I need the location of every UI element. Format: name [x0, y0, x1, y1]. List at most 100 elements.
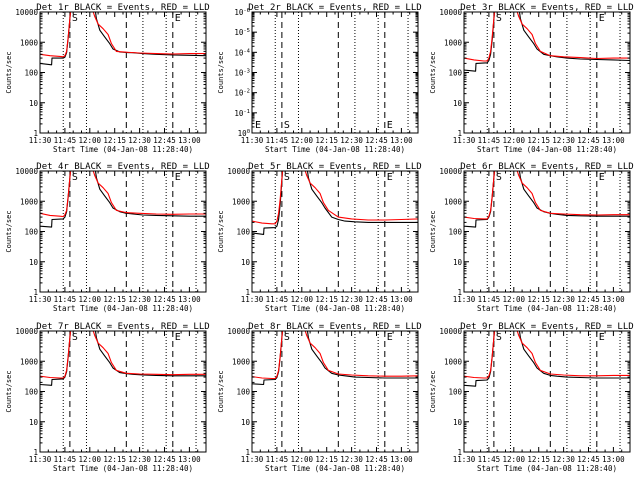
x-tick-label: 12:15	[315, 295, 338, 304]
x-tick-label: 11:45	[478, 455, 501, 464]
y-tick-label: 1	[245, 448, 250, 457]
y-tick-label: 1000	[20, 357, 39, 366]
marker-letter-s: S	[284, 120, 290, 131]
panel-title: Det 7r BLACK = Events, RED = LLD	[36, 322, 209, 332]
x-axis-label: Start Time (04-Jan-08 11:28:40)	[53, 464, 193, 473]
x-tick-label: 11:45	[478, 295, 501, 304]
x-tick-label: 11:30	[29, 455, 52, 464]
x-tick-label: 11:45	[54, 455, 77, 464]
x-tick-label: 12:15	[103, 295, 126, 304]
y-tick-label: 10	[29, 258, 39, 267]
x-tick-label: 12:15	[103, 136, 126, 145]
y-tick-label: 100	[236, 228, 250, 237]
x-tick-label: 12:15	[527, 455, 550, 464]
series-line-red	[464, 331, 630, 379]
x-tick-label: 11:30	[453, 295, 476, 304]
x-tick-label: 12:30	[128, 295, 151, 304]
y-tick-label: 10	[453, 418, 463, 427]
plot-frame	[463, 11, 631, 134]
y-tick-label: 1	[245, 288, 250, 297]
x-tick-label: 13:00	[602, 455, 625, 464]
series-line-red	[252, 331, 418, 380]
panel-title: Det 2r BLACK = Events, RED = LLD	[248, 3, 421, 13]
series-line-black	[252, 331, 418, 386]
marker-letter-s: S	[284, 332, 290, 343]
x-tick-label: 12:30	[340, 136, 363, 145]
x-tick-label: 12:30	[340, 295, 363, 304]
series-line-black	[40, 12, 206, 66]
x-tick-label: 12:00	[503, 295, 526, 304]
x-tick-label: 12:45	[365, 295, 388, 304]
y-axis-label: Counts/sec	[217, 210, 225, 252]
x-tick-label: 11:30	[453, 136, 476, 145]
x-tick-label: 13:00	[390, 295, 413, 304]
plot-frame	[39, 330, 207, 453]
series-line-black	[464, 12, 630, 72]
panel-title: Det 1r BLACK = Events, RED = LLD	[36, 3, 209, 13]
marker-letter-e: E	[175, 13, 181, 24]
marker-letter-e: E	[599, 172, 605, 183]
y-tick-label: 1000	[444, 197, 463, 206]
x-tick-label: 13:00	[390, 136, 413, 145]
panel-title: Det 9r BLACK = Events, RED = LLD	[460, 322, 633, 332]
y-tick-label: 10-4	[234, 48, 250, 57]
x-tick-label: 11:45	[266, 455, 289, 464]
y-tick-label: 1000	[444, 357, 463, 366]
marker-letter-s: S	[496, 13, 502, 24]
series-line-red	[464, 171, 630, 220]
x-tick-label: 13:00	[602, 295, 625, 304]
x-tick-label: 13:00	[178, 295, 201, 304]
marker-letter-e: E	[387, 120, 393, 131]
y-tick-label: 10000	[15, 8, 38, 17]
x-tick-label: 12:00	[291, 136, 314, 145]
x-tick-label: 11:30	[241, 295, 264, 304]
y-tick-label: 10-2	[234, 89, 250, 98]
marker-letter-e: E	[599, 13, 605, 24]
x-tick-label: 12:30	[340, 455, 363, 464]
y-tick-label: 10-1	[234, 109, 250, 118]
x-tick-label: 12:45	[577, 455, 600, 464]
plot-frame	[251, 330, 419, 453]
x-tick-label: 12:15	[315, 455, 338, 464]
series-line-black	[464, 331, 630, 387]
marker-letter-s: S	[284, 172, 290, 183]
y-axis-label: Counts/sec	[429, 51, 437, 93]
x-tick-label: 12:15	[527, 136, 550, 145]
x-tick-label: 12:00	[79, 455, 102, 464]
y-tick-label: 1	[457, 448, 462, 457]
x-tick-label: 12:30	[552, 136, 575, 145]
x-tick-label: 12:45	[153, 295, 176, 304]
x-tick-label: 11:30	[241, 136, 264, 145]
marker-letter-e: E	[175, 332, 181, 343]
x-tick-label: 12:15	[527, 295, 550, 304]
x-tick-label: 12:15	[103, 455, 126, 464]
plot-frame	[251, 11, 419, 134]
y-tick-label: 1	[457, 288, 462, 297]
detector-panel-2: Det 2r BLACK = Events, RED = LLD S E E 100 10…	[217, 3, 422, 154]
panel-title: Det 8r BLACK = Events, RED = LLD	[248, 322, 421, 332]
y-tick-label: 100	[24, 388, 38, 397]
y-tick-label: 10	[453, 99, 463, 108]
x-tick-label: 13:00	[390, 455, 413, 464]
x-tick-label: 12:15	[315, 136, 338, 145]
marker-letter-s: S	[72, 13, 78, 24]
marker-letter-e: E	[255, 120, 261, 131]
y-tick-label: 10	[29, 99, 39, 108]
x-axis-label: Start Time (04-Jan-08 11:28:40)	[477, 464, 617, 473]
x-tick-label: 12:00	[503, 455, 526, 464]
x-tick-label: 12:45	[577, 136, 600, 145]
x-tick-label: 13:00	[178, 136, 201, 145]
x-tick-label: 12:30	[128, 455, 151, 464]
x-tick-label: 12:00	[79, 295, 102, 304]
y-axis-label: Counts/sec	[217, 51, 225, 93]
x-tick-label: 12:00	[79, 136, 102, 145]
x-axis-label: Start Time (04-Jan-08 11:28:40)	[265, 145, 405, 154]
x-tick-label: 12:45	[153, 136, 176, 145]
y-tick-label: 100	[236, 388, 250, 397]
x-axis-label: Start Time (04-Jan-08 11:28:40)	[53, 145, 193, 154]
